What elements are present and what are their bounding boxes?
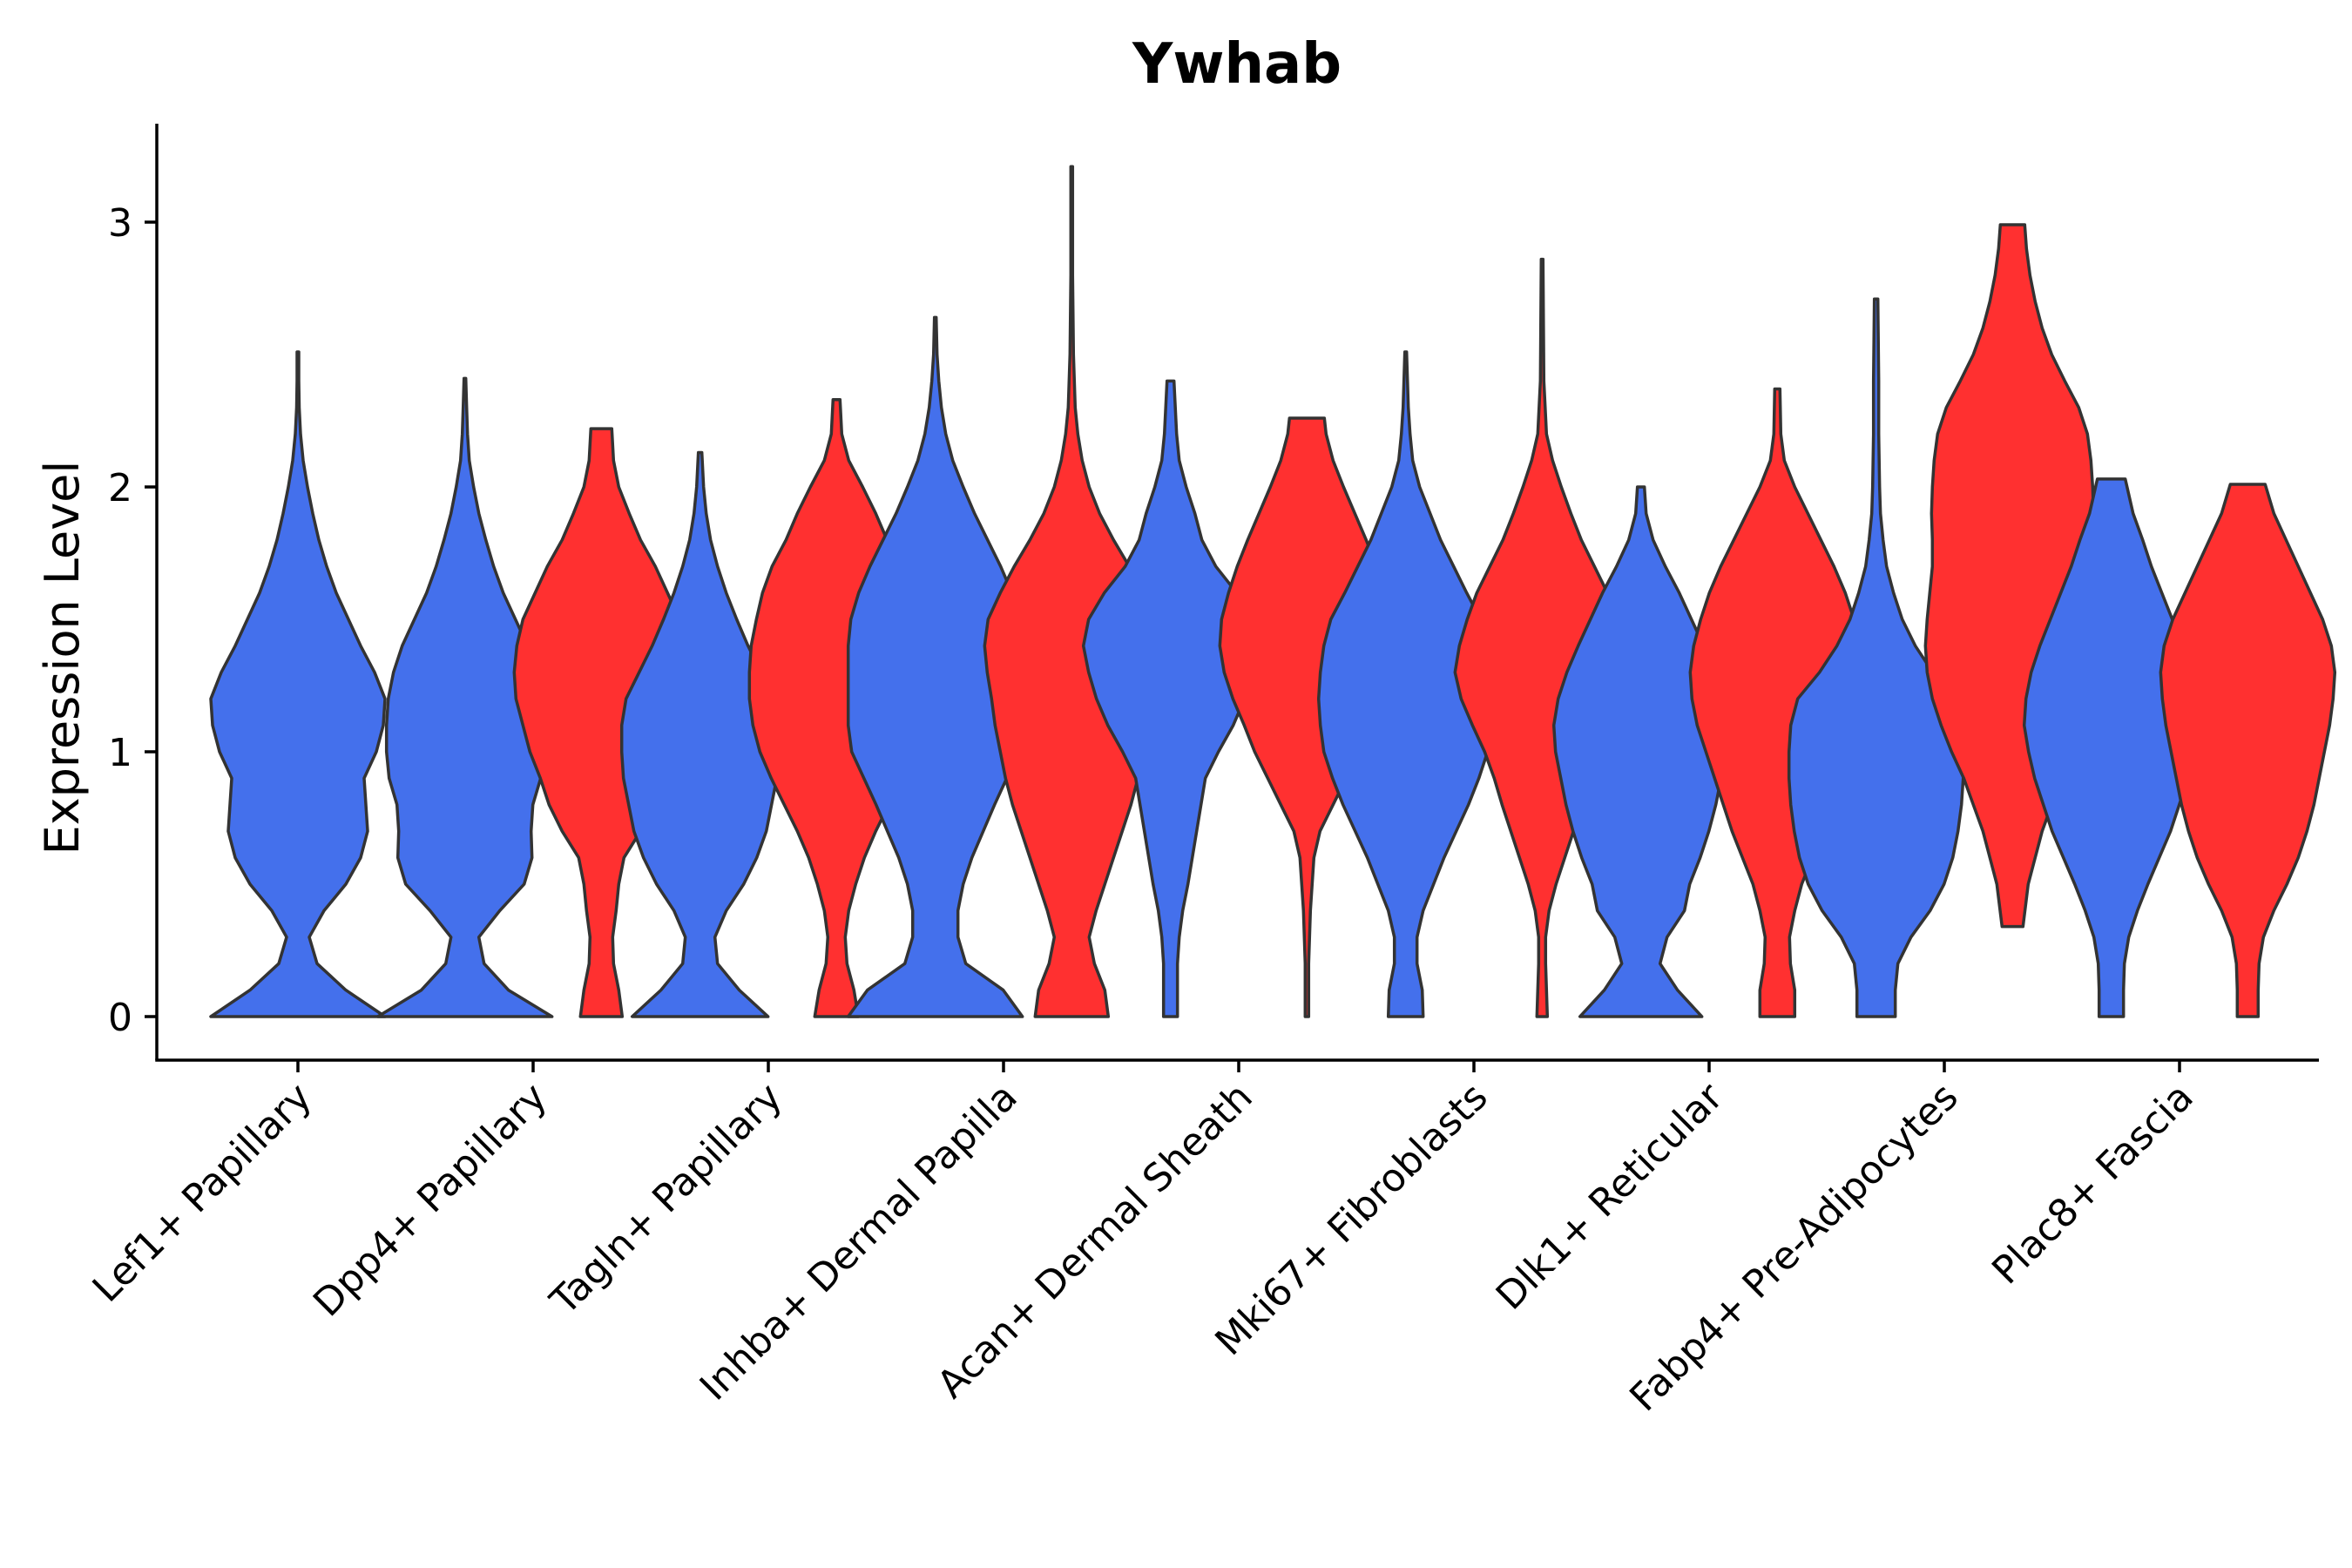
violin-dpp4-papillary-group1	[375, 376, 554, 1018]
violin-tagln-papillary-group1	[619, 450, 781, 1018]
violin-fabp4-pre-adipocytes-group1	[1787, 297, 1965, 1018]
y-ticks: 0 1 2 3	[108, 201, 157, 1040]
y-tick-label: 0	[108, 996, 132, 1040]
x-tick-label: Mki67+ Fibroblasts	[1206, 1075, 1496, 1364]
chart-title: Ywhab	[1132, 32, 1342, 97]
y-axis-label: Expression Level	[35, 461, 90, 855]
x-tick-label: Lef1+ Papillary	[84, 1075, 321, 1311]
axes	[155, 124, 2319, 1062]
violin-plac8-fascia-group1	[2022, 477, 2200, 1018]
violin-dlk1-reticular-group1	[1551, 485, 1730, 1018]
violin-mki67-fibroblasts-group1	[1316, 350, 1495, 1018]
x-tick-label: Plac8+ Fascia	[1984, 1075, 2202, 1294]
violin-lef1-papillary-group1	[209, 350, 387, 1018]
y-tick-label: 3	[108, 201, 132, 246]
violin-acan-dermal-sheath-group2	[1218, 416, 1396, 1018]
y-tick-label: 2	[108, 466, 132, 510]
violin-group	[209, 165, 2337, 1018]
x-tick-label: Dlk1+ Reticular	[1488, 1074, 1733, 1319]
x-tick-label: Dpp4+ Papillary	[305, 1075, 556, 1326]
x-tick-label: Tagln+ Papillary	[542, 1075, 791, 1324]
violin-plac8-fascia-group2	[2159, 483, 2337, 1018]
y-tick-label: 1	[108, 731, 132, 775]
violin-acan-dermal-sheath-group1	[1081, 379, 1260, 1018]
